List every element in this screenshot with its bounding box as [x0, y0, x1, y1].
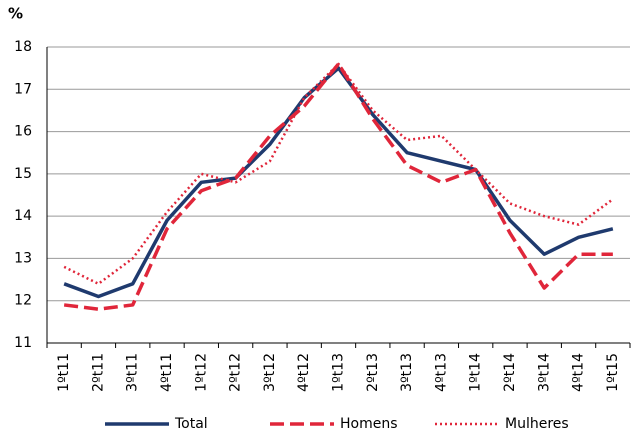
y-tick-label: 16 — [14, 124, 32, 140]
x-tick-label: 1ºt12 — [193, 353, 209, 392]
x-tick-label: 3ºt11 — [125, 353, 141, 392]
y-tick-label: 17 — [14, 81, 32, 97]
y-tick-label: 12 — [14, 293, 32, 309]
x-tick-label: 1ºt11 — [56, 353, 72, 392]
x-tick-label: 2ºt13 — [365, 353, 381, 392]
y-axis-label: % — [8, 5, 23, 23]
y-tick-label: 18 — [14, 39, 32, 55]
series-line — [63, 62, 613, 311]
x-tick-label: 2ºt11 — [90, 353, 106, 392]
x-tick-label: 4ºt11 — [159, 353, 175, 392]
series-line — [63, 62, 614, 286]
x-tick-label: 4ºt13 — [433, 353, 449, 392]
y-tick-label: 11 — [14, 335, 32, 351]
x-tick-label: 1ºt13 — [331, 353, 347, 392]
x-tick-label: 2ºt12 — [228, 353, 244, 392]
y-tick-label: 13 — [14, 250, 32, 266]
legend-label: Homens — [340, 416, 398, 432]
x-tick-label: 3ºt13 — [399, 353, 415, 392]
x-tick-label: 4ºt12 — [296, 353, 312, 392]
x-tick-label: 1ºt15 — [605, 353, 621, 392]
x-tick-label: 4ºt14 — [571, 353, 587, 392]
y-tick-label: 15 — [14, 166, 32, 182]
legend-label: Mulheres — [505, 416, 569, 432]
x-tick-label: 3ºt12 — [262, 353, 278, 392]
x-tick-label: 3ºt14 — [536, 353, 552, 392]
legend-label: Total — [174, 416, 208, 432]
x-tick-label: 2ºt14 — [502, 353, 518, 392]
x-tick-label: 1ºt14 — [468, 353, 484, 392]
y-tick-label: 14 — [14, 208, 32, 224]
series-line — [63, 66, 614, 299]
